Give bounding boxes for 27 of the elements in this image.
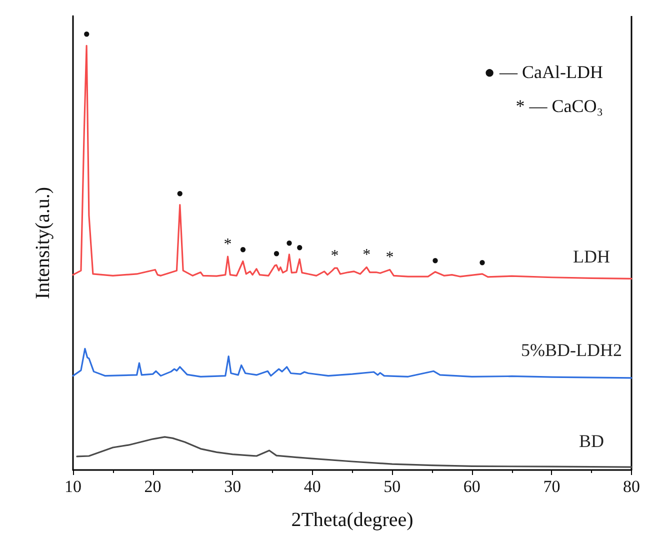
x-tick-label: 50 xyxy=(384,477,401,496)
annotation: * xyxy=(224,236,232,254)
annotation: ● xyxy=(478,254,486,269)
series-label: LDH xyxy=(573,246,610,267)
y-axis-title: Intensity(a.u.) xyxy=(32,186,54,300)
x-tick-label: 10 xyxy=(64,477,82,496)
series-label: 5%BD-LDH2 xyxy=(521,340,622,360)
annotation: ● xyxy=(176,186,184,200)
annotation: ● xyxy=(272,246,280,260)
annotation: ● xyxy=(239,242,247,256)
annotation: * — CaCO₃ xyxy=(516,96,604,116)
annotation: * xyxy=(386,249,394,266)
annotation: ● xyxy=(296,240,304,254)
annotation: ● xyxy=(82,26,90,41)
x-tick-label: 30 xyxy=(224,477,242,496)
x-tick-label: 80 xyxy=(623,477,640,496)
x-tick-label: 60 xyxy=(463,477,480,496)
x-tick-label: 70 xyxy=(543,477,560,496)
x-tick-label: 40 xyxy=(304,477,321,496)
x-tick-label: 20 xyxy=(144,477,162,496)
annotation: ● xyxy=(432,252,439,267)
x-axis-title: 2Theta(degree) xyxy=(291,509,414,531)
annotation: ● xyxy=(286,235,293,250)
annotation: ● — CaAl-LDH xyxy=(484,62,604,82)
annotation: * xyxy=(362,246,371,264)
series-label: BD xyxy=(578,431,604,452)
annotation: * xyxy=(330,248,339,265)
